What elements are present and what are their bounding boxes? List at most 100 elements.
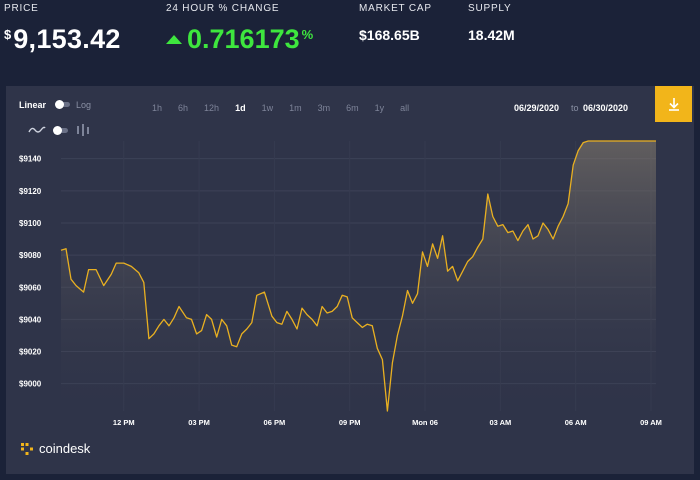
range-1y[interactable]: 1y <box>374 103 385 113</box>
change-unit: % <box>301 27 314 42</box>
chart-type-knob <box>53 125 62 135</box>
range-1d[interactable]: 1d <box>235 103 246 113</box>
price-point <box>291 319 292 320</box>
price-point <box>392 362 393 363</box>
price-point <box>264 292 265 293</box>
price-point <box>532 238 533 239</box>
price-point <box>168 325 169 326</box>
price-point <box>111 274 112 275</box>
range-1w[interactable]: 1w <box>261 103 274 113</box>
price-display: $ 9,153.42 <box>4 24 121 55</box>
price-point <box>143 282 144 283</box>
supply-value: 18.42M <box>468 27 515 43</box>
supply-label: SUPPLY <box>468 3 512 14</box>
up-arrow-icon <box>166 35 182 44</box>
x-tick-label: 06 AM <box>565 418 587 427</box>
date-from[interactable]: 06/29/2020 <box>514 103 560 113</box>
price-point <box>88 269 89 270</box>
price-point <box>246 328 247 329</box>
price-point <box>148 338 149 339</box>
price-line <box>60 140 656 412</box>
price-point <box>231 345 232 346</box>
price-value: 9,153.42 <box>13 24 121 54</box>
chart-type-toggle[interactable] <box>53 125 68 135</box>
price-point <box>123 263 124 264</box>
price-point <box>638 140 639 141</box>
range-3m[interactable]: 3m <box>317 103 331 113</box>
date-to[interactable]: 06/30/2020 <box>583 103 629 113</box>
range-6h[interactable]: 6h <box>178 103 189 113</box>
price-point <box>377 348 378 349</box>
download-button[interactable] <box>655 86 692 122</box>
price-point <box>432 243 433 244</box>
range-all[interactable]: all <box>400 103 410 113</box>
price-point <box>382 359 383 360</box>
price-point <box>186 317 187 318</box>
price-point <box>402 316 403 317</box>
change-value: 0.716173 <box>187 24 300 54</box>
price-chart[interactable]: $9000 $9020 $9040 $9060 $9080 $9100 $9120 $9140… <box>6 86 694 474</box>
y-tick-label: $9040 <box>19 315 42 324</box>
price-point <box>296 328 297 329</box>
price-point <box>347 296 348 297</box>
price-point <box>306 314 307 315</box>
price-point <box>158 325 159 326</box>
line-chart-icon[interactable] <box>28 124 46 136</box>
price-point <box>70 279 71 280</box>
price-point <box>407 290 408 291</box>
candlestick-icon[interactable] <box>76 124 90 136</box>
price-point <box>372 325 373 326</box>
x-tick-label: 09 AM <box>640 418 662 427</box>
x-tick-label: 06 PM <box>264 418 286 427</box>
price-point <box>422 251 423 252</box>
range-1h[interactable]: 1h <box>152 103 163 113</box>
change-display: 0.716173 % <box>166 24 313 55</box>
price-point <box>163 319 164 320</box>
price-point <box>502 224 503 225</box>
range-1m[interactable]: 1m <box>289 103 302 113</box>
price-point <box>83 292 84 293</box>
price-point <box>367 324 368 325</box>
price-point <box>427 266 428 267</box>
price-point <box>153 333 154 334</box>
price-point <box>457 280 458 281</box>
price-point <box>362 327 363 328</box>
price-point <box>583 142 584 143</box>
y-tick-label: $9080 <box>19 251 42 260</box>
change-label: 24 HOUR % CHANGE <box>166 3 280 14</box>
scale-log-option[interactable]: Log <box>76 100 92 110</box>
scale-linear-option[interactable]: Linear <box>19 100 47 110</box>
price-point <box>655 140 656 141</box>
price-currency: $ <box>4 27 12 42</box>
price-point <box>437 258 438 259</box>
price-point <box>462 271 463 272</box>
y-tick-label: $9060 <box>19 283 42 292</box>
stats-bar: PRICE $ 9,153.42 24 HOUR % CHANGE 0.7161… <box>0 0 700 86</box>
scale-toggle[interactable] <box>55 100 70 109</box>
price-point <box>312 319 313 320</box>
y-tick-label: $9100 <box>19 219 42 228</box>
price-point <box>301 308 302 309</box>
range-12h[interactable]: 12h <box>204 103 220 113</box>
price-point <box>116 263 117 264</box>
price-point <box>618 140 619 141</box>
range-6m[interactable]: 6m <box>346 103 359 113</box>
price-point <box>206 314 207 315</box>
price-point <box>103 285 104 286</box>
price-point <box>191 319 192 320</box>
price-point <box>397 335 398 336</box>
price-point <box>317 325 318 326</box>
price-point <box>623 140 624 141</box>
download-icon <box>668 98 679 111</box>
price-point <box>447 271 448 272</box>
price-point <box>322 306 323 307</box>
price-point <box>588 140 589 141</box>
price-point <box>417 293 418 294</box>
price-point <box>211 319 212 320</box>
price-point <box>472 256 473 257</box>
price-point <box>558 226 559 227</box>
price-point <box>512 230 513 231</box>
price-point <box>251 322 252 323</box>
price-point <box>357 322 358 323</box>
x-tick-label: 03 PM <box>188 418 210 427</box>
